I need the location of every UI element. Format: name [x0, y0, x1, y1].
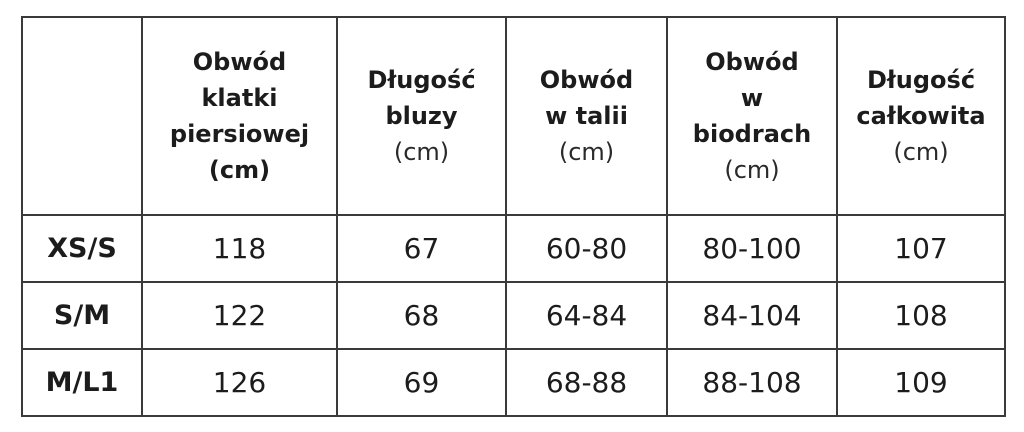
header-text-line: w talii — [545, 102, 628, 130]
row-size-label: S/M — [21, 281, 143, 350]
table-cell: 88-108 — [666, 348, 838, 417]
header-text-line: Obwód — [192, 48, 287, 76]
size-chart-table: Obwód klatki piersiowej (cm) Długość blu… — [21, 16, 1006, 417]
table-cell: 69 — [336, 348, 507, 417]
header-unit: (cm) — [724, 156, 780, 184]
header-row: Obwód klatki piersiowej (cm) Długość blu… — [21, 16, 1006, 216]
table-cell: 109 — [836, 348, 1006, 417]
header-sweatshirt-length: Długość bluzy (cm) — [336, 16, 507, 216]
header-text-line: biodrach — [692, 120, 812, 148]
header-unit: (cm) — [558, 138, 615, 166]
table-cell: 60-80 — [505, 214, 668, 283]
table-row: S/M 122 68 64-84 84-104 108 — [21, 281, 1006, 350]
header-text-line: Długość — [866, 66, 976, 94]
corner-cell — [21, 16, 143, 216]
header-hip-circumference: Obwód w biodrach (cm) — [666, 16, 838, 216]
table-cell: 84-104 — [666, 281, 838, 350]
table-cell: 80-100 — [666, 214, 838, 283]
header-chest-circumference: Obwód klatki piersiowej (cm) — [141, 16, 338, 216]
table-row: M/L1 126 69 68-88 88-108 109 — [21, 348, 1006, 417]
header-text-line: całkowita — [856, 102, 986, 130]
table-cell: 67 — [336, 214, 507, 283]
row-size-label: XS/S — [21, 214, 143, 283]
table-cell: 118 — [141, 214, 338, 283]
header-total-length: Długość całkowita (cm) — [836, 16, 1006, 216]
table-cell: 122 — [141, 281, 338, 350]
table-cell: 68 — [336, 281, 507, 350]
header-text-line: (cm) — [208, 156, 271, 184]
header-text-line: Długość — [367, 66, 476, 94]
header-unit: (cm) — [893, 138, 949, 166]
table-cell: 108 — [836, 281, 1006, 350]
header-waist-circumference: Obwód w talii (cm) — [505, 16, 668, 216]
header-text-line: bluzy — [385, 102, 458, 130]
table-cell: 126 — [141, 348, 338, 417]
header-text-line: w — [740, 84, 764, 112]
header-text-line: Obwód — [539, 66, 634, 94]
header-unit: (cm) — [393, 138, 450, 166]
table-cell: 64-84 — [505, 281, 668, 350]
header-text-line: Obwód — [705, 48, 799, 76]
row-size-label: M/L1 — [21, 348, 143, 417]
table-cell: 68-88 — [505, 348, 668, 417]
table-cell: 107 — [836, 214, 1006, 283]
header-text-line: piersiowej — [169, 120, 310, 148]
table-row: XS/S 118 67 60-80 80-100 107 — [21, 214, 1006, 283]
header-text-line: klatki — [201, 84, 278, 112]
